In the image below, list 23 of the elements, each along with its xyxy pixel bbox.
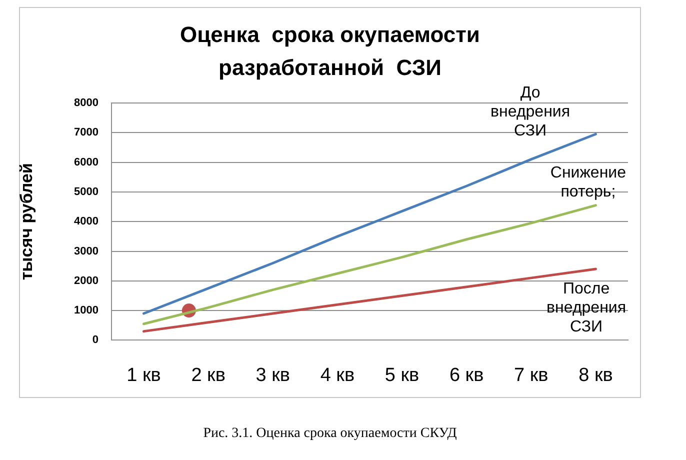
y-axis-title: тысяч рублей xyxy=(17,163,36,280)
x-tick-label: 8 кв xyxy=(578,364,613,386)
text: Рис. 3.1. Оценка срока окупаемости СКУД xyxy=(202,426,458,442)
y-tick-label: 7000 xyxy=(74,126,98,139)
x-tick-label: 5 кв xyxy=(384,364,420,386)
x-tick-label: 1 кв xyxy=(126,364,161,386)
y-tick-label: 4000 xyxy=(74,216,98,228)
series-label: Снижение потерь; xyxy=(550,164,626,201)
y-tick-label: 2000 xyxy=(74,274,98,287)
x-tick-label: 6 кв xyxy=(449,364,484,386)
y-tick-label: 8000 xyxy=(74,97,98,110)
y-tick-label: 5000 xyxy=(74,186,98,198)
series-label: До внедрения СЗИ xyxy=(490,84,570,140)
y-tick-label: 3000 xyxy=(74,245,98,258)
x-tick-label: 7 кв xyxy=(514,364,548,386)
x-tick-label: 3 кв xyxy=(256,364,290,386)
x-tick-label: 4 кв xyxy=(320,364,355,386)
x-tick-label: 2 кв xyxy=(191,364,226,386)
y-tick-label: 0 xyxy=(92,334,98,346)
y-tick-label: 1000 xyxy=(74,304,98,317)
series-label: После внедрения СЗИ xyxy=(546,280,626,336)
y-tick-label: 6000 xyxy=(74,156,98,168)
chart-title: Оценка срока окупаемости разработанной СЗИ xyxy=(179,21,481,82)
